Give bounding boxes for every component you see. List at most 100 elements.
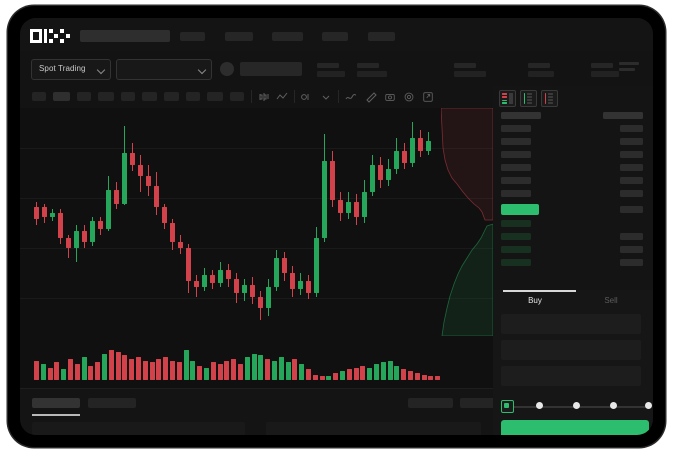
volume-bar [176, 362, 182, 380]
nav-item-3[interactable] [272, 32, 303, 41]
orderbook-mode-both[interactable] [499, 90, 516, 107]
orderbook-bid-value [620, 233, 643, 240]
orderbook-mode-buy[interactable] [520, 90, 537, 107]
trading-pair-selector[interactable] [116, 59, 212, 80]
volume-bar [74, 364, 80, 380]
volume-bar [61, 369, 67, 380]
bottom-action-2[interactable] [460, 398, 505, 408]
camera-icon[interactable] [384, 91, 396, 103]
candlestick-chart-icon[interactable] [258, 91, 270, 103]
volume-bar [197, 365, 203, 380]
timeframe-8[interactable] [186, 92, 200, 101]
orderbook-bid-row[interactable] [501, 246, 531, 253]
volume-bar [251, 353, 257, 380]
timeframe-3[interactable] [77, 92, 91, 101]
volume-bar [238, 364, 243, 380]
order-amount-field[interactable] [501, 340, 641, 360]
volume-bar [408, 371, 413, 380]
slider-stop-25[interactable] [536, 402, 543, 409]
trend-line-icon[interactable] [345, 91, 357, 103]
order-total-field[interactable] [501, 366, 641, 386]
okx-logo[interactable] [30, 29, 72, 43]
indicators-icon[interactable] [300, 91, 312, 103]
bottom-action-1[interactable] [408, 398, 453, 408]
timeframe-7[interactable] [164, 92, 179, 101]
stat-last-price [317, 63, 345, 77]
orderbook-header-right [603, 112, 643, 119]
volume-bar [340, 371, 345, 380]
orderbook-current-value [620, 206, 643, 213]
order-form-panel: Buy Sell [493, 290, 653, 435]
orderbook-ask-row[interactable] [501, 138, 531, 145]
settings-gear-icon[interactable] [403, 91, 415, 103]
orderbook-current-price [501, 204, 539, 215]
orderbook-mode-sell[interactable] [541, 90, 558, 107]
fullscreen-icon[interactable] [422, 91, 434, 103]
chevron-down-icon[interactable] [320, 91, 332, 103]
volume-bar [272, 360, 277, 380]
volume-bar [142, 360, 148, 380]
orderbook-bid-value [620, 246, 643, 253]
slider-stop-100[interactable] [645, 402, 652, 409]
orderbook-ask-row[interactable] [501, 151, 531, 158]
volume-bar [360, 365, 366, 380]
volume-bar [47, 367, 53, 380]
volume-bar [81, 357, 87, 380]
timeframe-5[interactable] [121, 92, 135, 101]
orderbook-ask-row[interactable] [501, 164, 531, 171]
volume-bar [367, 367, 373, 380]
volume-bar [163, 357, 169, 380]
chevron-down-icon [96, 65, 106, 75]
volume-bar [231, 358, 237, 380]
volume-bar [210, 362, 216, 380]
timeframe-9[interactable] [207, 92, 223, 101]
nav-item-4[interactable] [322, 32, 348, 41]
nav-item-1[interactable] [180, 32, 205, 41]
amount-slider-handle[interactable] [501, 400, 514, 413]
volume-bar [34, 360, 39, 380]
orderbook-bid-row[interactable] [501, 259, 531, 266]
market-type-selector[interactable]: Spot Trading [31, 59, 111, 80]
orderbook-bid-row[interactable] [501, 233, 531, 240]
bottom-content-panel-2[interactable] [266, 422, 481, 435]
timeframe-1[interactable] [32, 92, 46, 101]
volume-bar [380, 362, 386, 380]
orderbook-bid-row[interactable] [501, 220, 531, 227]
volume-bar [102, 353, 107, 380]
timeframe-6[interactable] [142, 92, 157, 101]
slider-stop-50[interactable] [573, 402, 580, 409]
bottom-tab-1[interactable] [32, 398, 80, 408]
ticker-more-menu[interactable] [619, 62, 639, 74]
volume-bar [190, 360, 196, 380]
form-top-indicator [503, 290, 576, 292]
bottom-content-panel-1[interactable] [32, 422, 245, 435]
stat-change-24h [357, 63, 387, 77]
global-search-bar[interactable] [80, 30, 170, 42]
bottom-tab-2[interactable] [88, 398, 136, 408]
tab-buy[interactable]: Buy [528, 296, 542, 305]
order-price-field[interactable] [501, 314, 641, 334]
volume-bar [170, 360, 175, 380]
volume-bar [292, 358, 298, 380]
nav-item-5[interactable] [368, 32, 395, 41]
app-header [20, 18, 653, 51]
orderbook-ask-row[interactable] [501, 190, 531, 197]
price-chart[interactable] [20, 108, 493, 336]
timeframe-10[interactable] [230, 92, 244, 101]
place-order-button[interactable] [501, 420, 649, 435]
nav-item-2[interactable] [225, 32, 253, 41]
slider-stop-75[interactable] [610, 402, 617, 409]
tablet-device-frame: Spot Trading [8, 6, 665, 447]
orderbook-ask-row[interactable] [501, 177, 531, 184]
ruler-icon[interactable] [365, 91, 377, 103]
orderbook-ask-row[interactable] [501, 125, 531, 132]
volume-bar [115, 351, 121, 380]
market-type-label: Spot Trading [39, 64, 86, 73]
tab-sell[interactable]: Sell [604, 296, 618, 305]
line-chart-icon[interactable] [276, 91, 288, 103]
toolbar-divider [338, 90, 339, 103]
orderbook-header-left [501, 112, 541, 119]
timeframe-4[interactable] [98, 92, 114, 101]
timeframe-2[interactable] [53, 92, 70, 101]
gridline [20, 298, 493, 299]
